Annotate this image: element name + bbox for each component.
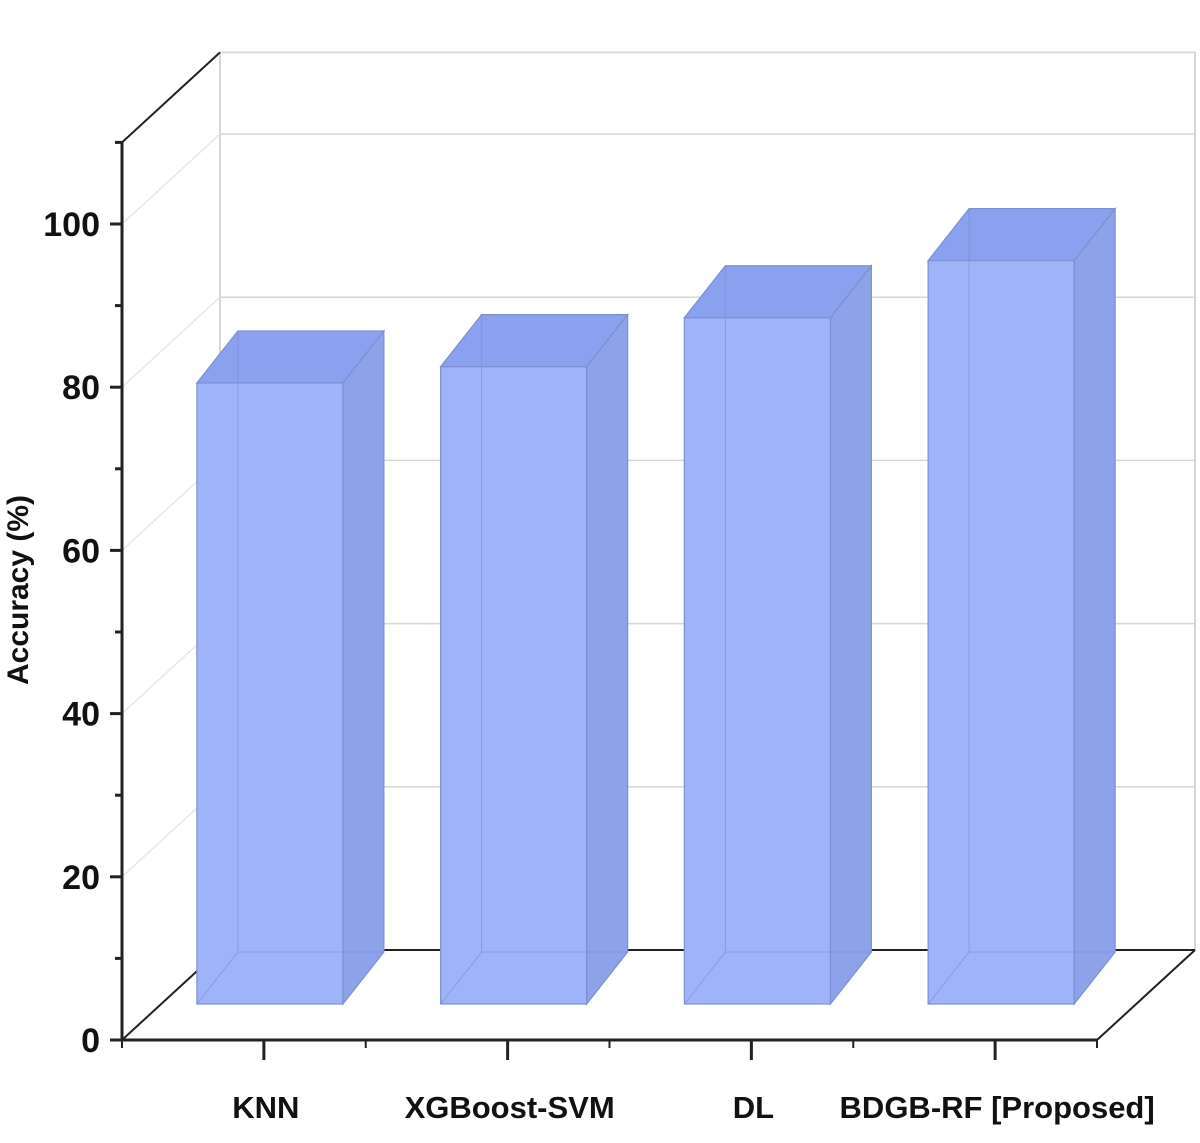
bar-front [927,259,1075,1005]
y-tick-labels: 0 20 40 60 80 100 [43,206,100,1060]
bar-side [342,329,385,1006]
bar-front [683,317,831,1005]
y-axis-title: Accuracy (%) [2,495,35,685]
bar-top [683,265,873,319]
y-tick-label: 20 [62,859,100,897]
bar-top [195,330,386,384]
bar-hidden-edge [683,951,726,1005]
side-gridline [121,133,221,225]
category-label: DL [733,1090,774,1125]
category-label: BDGB-RF [Proposed] [840,1090,1155,1125]
bar-top [926,207,1117,262]
bar-front [196,382,344,1005]
bar-1 [195,329,386,1006]
bar-2 [439,312,629,1006]
y-tick-label: 0 [81,1022,100,1060]
bar-hidden-edge [440,951,483,1005]
bar-side [586,312,629,1006]
bar-side [829,263,872,1006]
y-tick-label: 80 [62,369,100,407]
y-tick-label: 100 [43,206,100,244]
bar-hidden-edge [927,951,970,1005]
axes [110,140,1098,1060]
y-tick-label: 60 [62,532,100,570]
floor-right-edge [1096,949,1196,1041]
category-label: KNN [232,1090,299,1125]
bar-top [439,314,629,368]
category-label: XGBoost-SVM [405,1090,615,1125]
y-tick-label: 40 [62,696,100,734]
bar-3 [683,263,873,1006]
bars [195,206,1117,1006]
bar-side [1073,206,1116,1006]
bar-hidden-edge [196,951,239,1005]
bar-4 [926,206,1117,1006]
bar-front [440,366,588,1005]
top-left-edge [121,51,221,144]
side-gridline [121,296,221,388]
category-labels: KNN XGBoost-SVM DL BDGB-RF [Proposed] [232,1090,1154,1125]
